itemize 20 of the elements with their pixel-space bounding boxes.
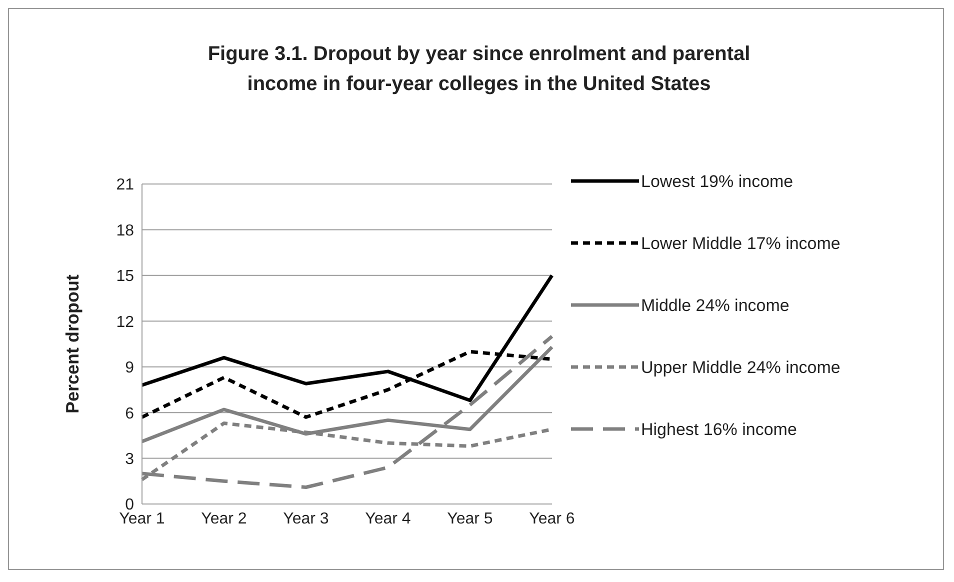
legend-label: Middle 24% income — [641, 295, 790, 317]
legend-label: Highest 16% income — [641, 419, 798, 441]
y-tick-label: 18 — [116, 222, 134, 240]
x-tick-label: Year 2 — [201, 510, 247, 528]
y-tick-label: 6 — [125, 405, 134, 422]
y-tick-label: 9 — [125, 360, 134, 377]
y-axis-title: Percent dropout — [62, 274, 82, 414]
y-tick-label: 12 — [116, 314, 134, 331]
line-series — [140, 334, 554, 489]
y-tick-label: 3 — [125, 450, 134, 468]
legend-label: Lower Middle 17% income — [641, 233, 842, 255]
y-tick-label: 21 — [116, 176, 134, 194]
chart-title: Figure 3.1. Dropout by year since enrolment and parental income in four-year colleges in the United States — [206, 42, 752, 97]
x-tick-label: Year 6 — [529, 510, 575, 528]
legend-label: Upper Middle 24% income — [641, 357, 842, 379]
x-tick-label: Year 3 — [283, 510, 329, 528]
legend-label: Lowest 19% income — [641, 171, 794, 193]
x-tick-label: Year 5 — [447, 510, 493, 528]
y-tick-label: 15 — [116, 268, 134, 286]
x-tick-label: Year 4 — [365, 510, 411, 528]
